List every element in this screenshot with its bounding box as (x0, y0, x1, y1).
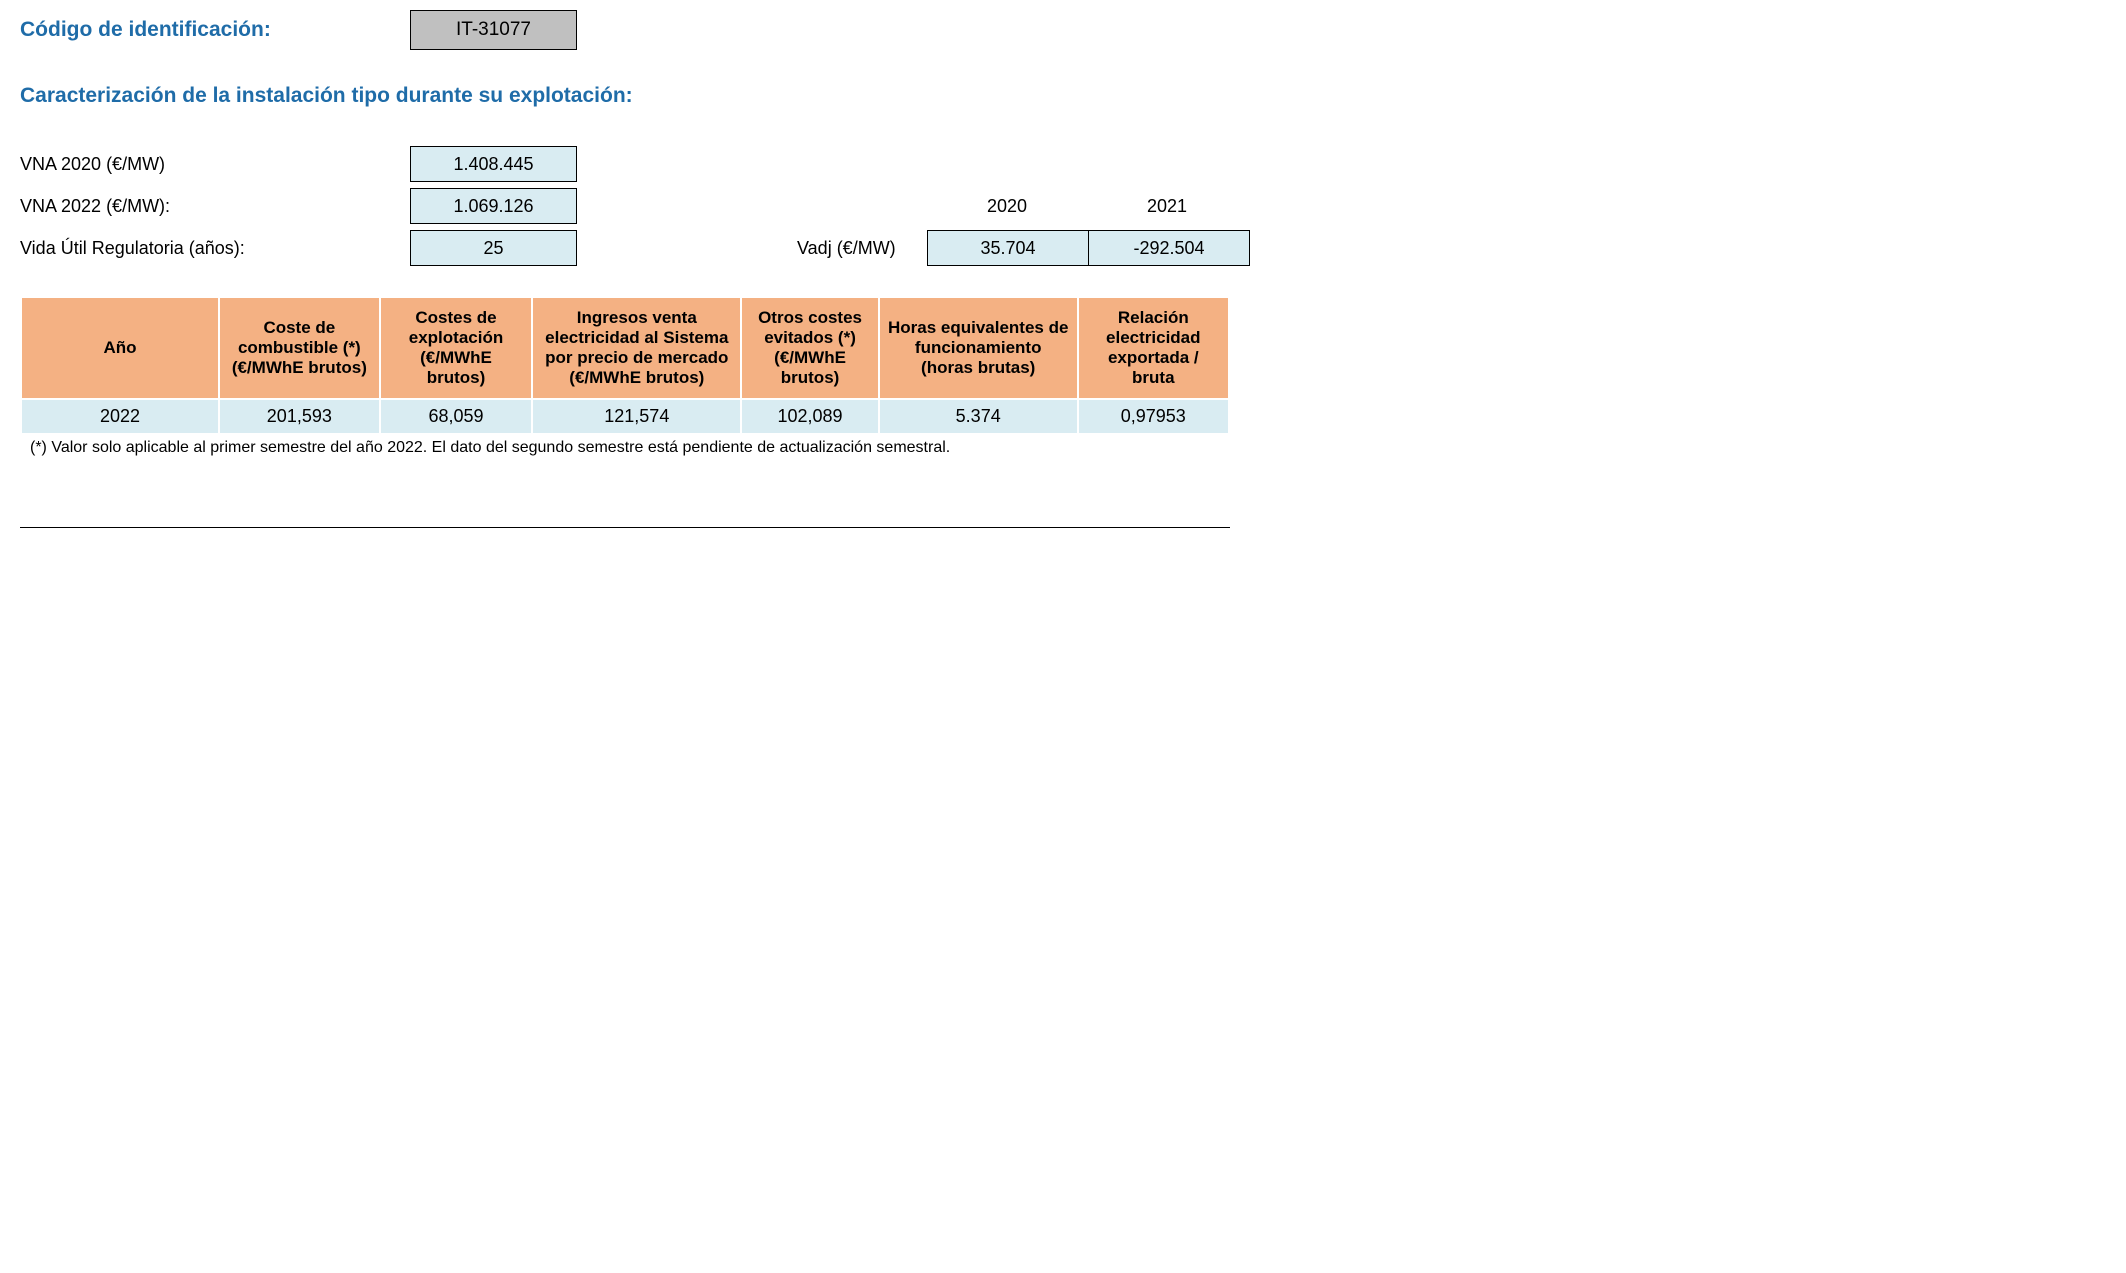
vadj-year-2020: 2020 (927, 196, 1087, 217)
col-relacion: Relación electricidad exportada / bruta (1078, 297, 1229, 399)
divider (20, 527, 1230, 528)
vida-label: Vida Útil Regulatoria (años): (20, 238, 410, 259)
vadj-2021-value: -292.504 (1089, 230, 1250, 266)
col-costes-explotacion: Costes de explotación (€/MWhE brutos) (380, 297, 533, 399)
vna2020-label: VNA 2020 (€/MW) (20, 154, 410, 175)
codigo-value-box: IT-31077 (410, 10, 577, 50)
cell-horas-equiv: 5.374 (879, 399, 1078, 434)
col-horas-equiv: Horas equivalentes de funcionamiento (ho… (879, 297, 1078, 399)
col-ingresos-venta: Ingresos venta electricidad al Sistema p… (532, 297, 741, 399)
table-row: 2022 201,593 68,059 121,574 102,089 5.37… (21, 399, 1229, 434)
vadj-2020-value: 35.704 (927, 230, 1089, 266)
vida-value: 25 (410, 230, 577, 266)
cell-otros-costes: 102,089 (741, 399, 879, 434)
section-title: Caracterización de la instalación tipo d… (20, 84, 2106, 108)
vna2022-label: VNA 2022 (€/MW): (20, 196, 410, 217)
cell-costes-explotacion: 68,059 (380, 399, 533, 434)
parameters-table: Año Coste de combustible (*) (€/MWhE bru… (20, 296, 1230, 435)
cell-ingresos-venta: 121,574 (532, 399, 741, 434)
cell-coste-combustible: 201,593 (219, 399, 380, 434)
cell-relacion: 0,97953 (1078, 399, 1229, 434)
vna2022-value: 1.069.126 (410, 188, 577, 224)
col-coste-combustible: Coste de combustible (*) (€/MWhE brutos) (219, 297, 380, 399)
cell-ano: 2022 (21, 399, 219, 434)
footnote: (*) Valor solo aplicable al primer semes… (30, 439, 2106, 457)
vadj-label: Vadj (€/MW) (797, 238, 927, 259)
col-otros-costes: Otros costes evitados (*) (€/MWhE brutos… (741, 297, 879, 399)
codigo-label: Código de identificación: (20, 18, 410, 42)
vna2020-value: 1.408.445 (410, 146, 577, 182)
vadj-year-2021: 2021 (1087, 196, 1247, 217)
col-ano: Año (21, 297, 219, 399)
